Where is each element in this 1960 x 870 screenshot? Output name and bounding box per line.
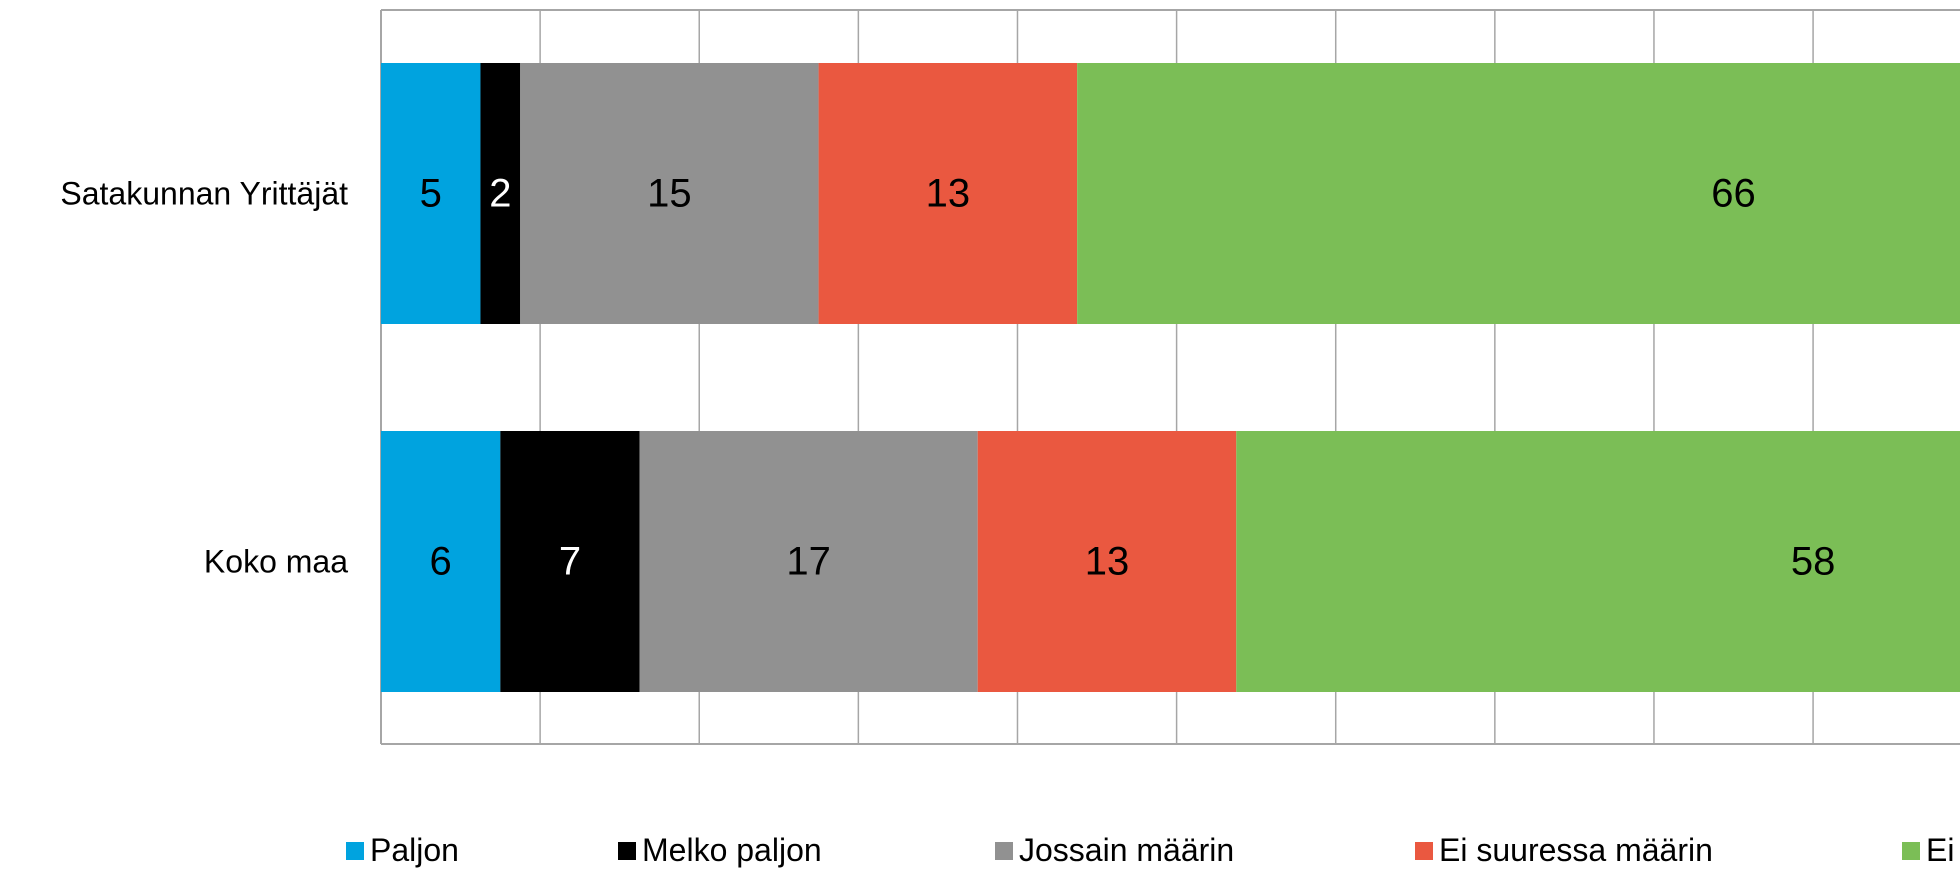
bar-segment — [480, 63, 521, 324]
data-label: 2 — [489, 172, 511, 216]
bar-segment — [639, 431, 978, 692]
legend-label: Paljon — [370, 832, 459, 868]
data-label: 17 — [786, 540, 831, 584]
bar-segment — [500, 431, 640, 692]
bar-segment — [520, 63, 819, 324]
category-label: Koko maa — [204, 544, 348, 580]
data-label: 5 — [420, 172, 442, 216]
bar-segment — [1077, 63, 1960, 324]
bar-segment — [818, 63, 1078, 324]
legend-swatch — [995, 841, 1013, 860]
legend-label: Melko paljon — [642, 832, 822, 868]
data-label: 66 — [1711, 172, 1756, 216]
legend-label: Ei — [1926, 832, 1955, 868]
legend-item: Melko paljon — [618, 832, 822, 869]
legend-swatch — [346, 841, 364, 860]
legend-item: Paljon — [346, 832, 459, 869]
legend-item: Ei suuressa määrin — [1415, 832, 1713, 869]
data-label: 6 — [430, 540, 452, 584]
legend-label: Ei suuressa määrin — [1439, 832, 1713, 868]
bar-segment — [977, 431, 1237, 692]
legend-label: Jossain määrin — [1019, 832, 1235, 868]
legend-item: Ei — [1902, 832, 1954, 869]
data-labels: 5 2 15 13 666 7 17 13 58 — [420, 172, 1836, 584]
legend: Paljon Melko paljon Jossain määrin Ei suure… — [0, 832, 1960, 870]
data-label: 7 — [559, 540, 581, 584]
bar-segment — [381, 431, 501, 692]
data-label: 13 — [1085, 540, 1130, 584]
legend-swatch — [1415, 841, 1433, 860]
legend-swatch — [1902, 841, 1920, 860]
data-label: 15 — [647, 172, 692, 216]
data-label: 13 — [926, 172, 971, 216]
bar-segment — [381, 63, 481, 324]
data-label: 58 — [1791, 540, 1836, 584]
legend-item: Jossain määrin — [995, 832, 1234, 869]
category-labels: Satakunnan Yrittäjät Koko maa — [60, 176, 348, 580]
legend-swatch — [618, 841, 636, 860]
bar-segment — [1236, 431, 1960, 692]
bars — [381, 63, 1960, 692]
category-label: Satakunnan Yrittäjät — [60, 176, 348, 212]
